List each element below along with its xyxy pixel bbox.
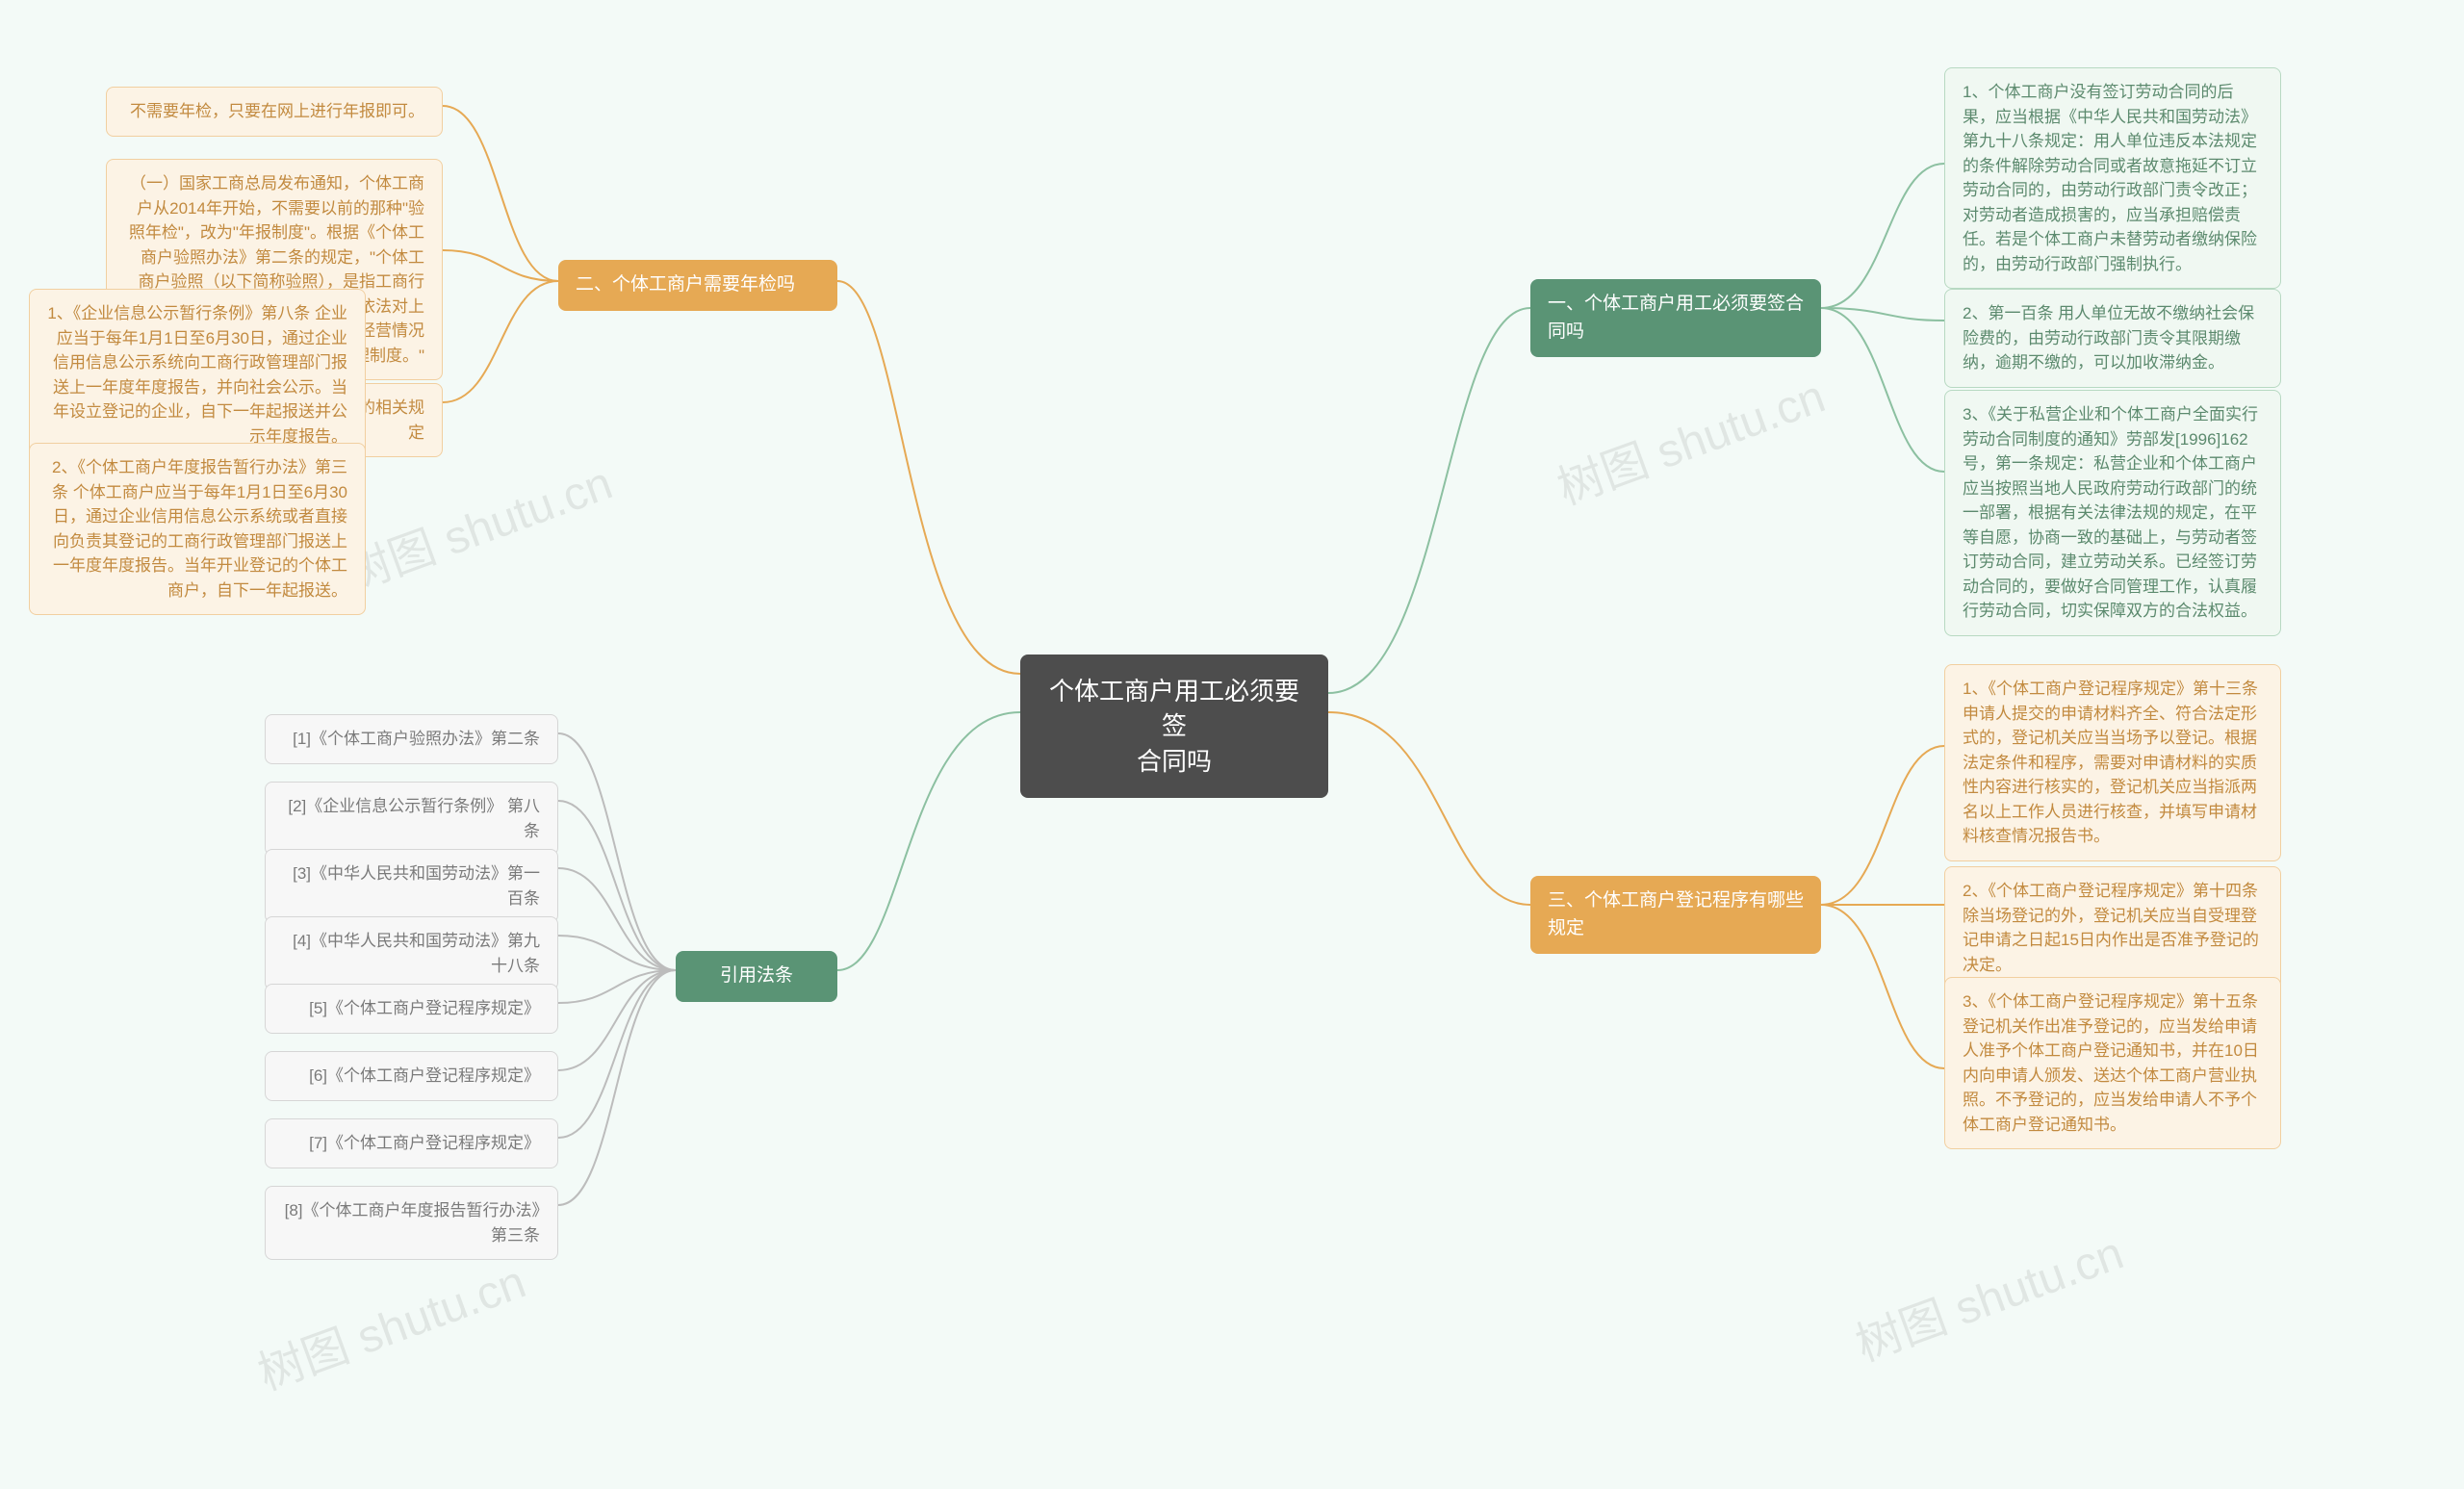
center-node: 个体工商户用工必须要签合同吗 bbox=[1020, 655, 1328, 798]
branch-4-item-8: [8]《个体工商户年度报告暂行办法》第三条 bbox=[265, 1186, 558, 1260]
watermark: 树图 shutu.cn bbox=[1547, 358, 1833, 517]
branch-3-title: 三、个体工商户登记程序有哪些规定 bbox=[1530, 876, 1821, 954]
branch-2-sub-item-2: 2、《个体工商户年度报告暂行办法》第三条 个体工商户应当于每年1月1日至6月30… bbox=[29, 443, 366, 615]
watermark: 树图 shutu.cn bbox=[247, 1244, 533, 1402]
branch-2-item-1: 不需要年检，只要在网上进行年报即可。 bbox=[106, 87, 443, 137]
branch-4-item-2: [2]《企业信息公示暂行条例》 第八条 bbox=[265, 782, 558, 856]
branch-3-item-3: 3、《个体工商户登记程序规定》第十五条 登记机关作出准予登记的，应当发给申请人准… bbox=[1944, 977, 2281, 1149]
branch-4-item-5: [5]《个体工商户登记程序规定》 bbox=[265, 984, 558, 1034]
branch-4-item-4: [4]《中华人民共和国劳动法》第九十八条 bbox=[265, 916, 558, 990]
watermark: 树图 shutu.cn bbox=[334, 445, 620, 603]
branch-1-item-3: 3、《关于私营企业和个体工商户全面实行劳动合同制度的通知》劳部发[1996]16… bbox=[1944, 390, 2281, 636]
branch-3-item-2: 2、《个体工商户登记程序规定》第十四条 除当场登记的外，登记机关应当自受理登记申… bbox=[1944, 866, 2281, 989]
branch-4-title: 引用法条 bbox=[676, 951, 837, 1002]
branch-4-item-3: [3]《中华人民共和国劳动法》第一百条 bbox=[265, 849, 558, 923]
watermark: 树图 shutu.cn bbox=[1845, 1215, 2131, 1373]
branch-1-item-2: 2、第一百条 用人单位无故不缴纳社会保险费的，由劳动行政部门责令其限期缴纳，逾期… bbox=[1944, 289, 2281, 388]
branch-2-title: 二、个体工商户需要年检吗 bbox=[558, 260, 837, 311]
branch-1-title: 一、个体工商户用工必须要签合同吗 bbox=[1530, 279, 1821, 357]
branch-4-item-6: [6]《个体工商户登记程序规定》 bbox=[265, 1051, 558, 1101]
branch-3-item-1: 1、《个体工商户登记程序规定》第十三条 申请人提交的申请材料齐全、符合法定形式的… bbox=[1944, 664, 2281, 861]
branch-1-item-1: 1、个体工商户没有签订劳动合同的后果，应当根据《中华人民共和国劳动法》第九十八条… bbox=[1944, 67, 2281, 289]
branch-4-item-1: [1]《个体工商户验照办法》第二条 bbox=[265, 714, 558, 764]
branch-2-sub-item-1: 1、《企业信息公示暂行条例》第八条 企业应当于每年1月1日至6月30日，通过企业… bbox=[29, 289, 366, 461]
branch-4-item-7: [7]《个体工商户登记程序规定》 bbox=[265, 1118, 558, 1168]
